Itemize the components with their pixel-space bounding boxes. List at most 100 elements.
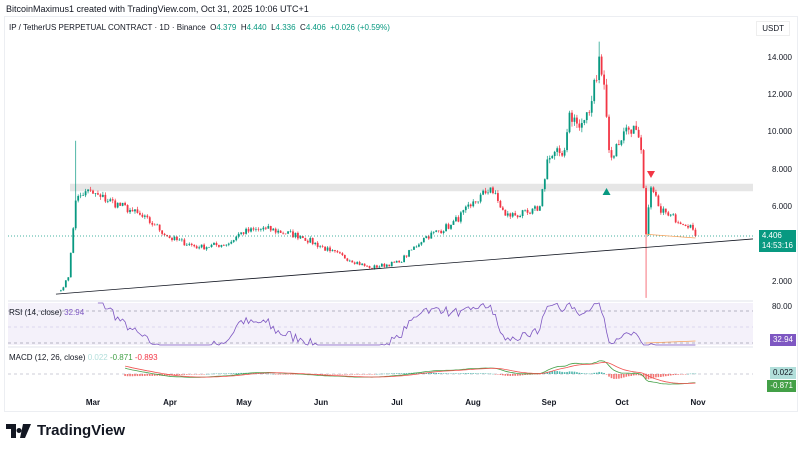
candle-body xyxy=(203,244,206,250)
chart-frame xyxy=(4,16,798,412)
tradingview-logo: TradingView xyxy=(6,422,125,439)
rsi-value-tag: 32.94 xyxy=(769,334,796,346)
candle-body xyxy=(605,84,608,117)
candle-body xyxy=(343,255,346,259)
candle-body xyxy=(506,213,509,216)
macd-histogram-bar xyxy=(227,373,230,374)
macd-histogram-bar xyxy=(381,373,383,375)
candle-body xyxy=(129,209,131,213)
macd-histogram-bar xyxy=(571,371,573,374)
macd-histogram-bar xyxy=(679,374,682,375)
macd-histogram-bar xyxy=(687,373,689,375)
rsi-tick: 80.00 xyxy=(771,302,792,311)
candle-body xyxy=(334,250,336,252)
candle-body xyxy=(642,150,645,188)
macd-histogram-bar xyxy=(440,373,442,374)
candle-body xyxy=(111,199,114,201)
macd-histogram-bar xyxy=(672,374,675,376)
candle-body xyxy=(492,187,494,194)
macd-value: -0.871 xyxy=(109,353,133,362)
macd-histogram-bar xyxy=(539,374,541,375)
macd-histogram-bar xyxy=(497,374,499,375)
candle-body xyxy=(603,74,605,85)
month-label: May xyxy=(236,398,252,407)
macd-histogram-bar xyxy=(269,373,272,375)
macd-histogram-bar xyxy=(292,374,294,375)
candle-body xyxy=(659,206,662,213)
candle-body xyxy=(445,224,447,232)
macd-histogram-bar xyxy=(336,374,339,375)
candle-body xyxy=(153,224,156,226)
candle-body xyxy=(255,229,257,230)
buy-signal-triangle xyxy=(602,188,611,195)
candle-body xyxy=(104,194,107,202)
candle-body xyxy=(383,263,386,267)
candle-body xyxy=(77,196,80,201)
macd-histogram-bar xyxy=(289,374,292,375)
currency-unit-button[interactable]: USDT xyxy=(756,21,790,36)
candle-body xyxy=(430,232,433,239)
candle-body xyxy=(131,209,134,212)
macd-histogram-bar xyxy=(126,374,129,377)
candle-body xyxy=(232,240,235,242)
macd-histogram-bar xyxy=(613,374,615,379)
candle-body xyxy=(64,280,67,288)
candle-body xyxy=(161,230,164,234)
candle-body xyxy=(541,189,544,207)
candle-body xyxy=(190,243,193,245)
candle-body xyxy=(279,230,282,233)
macd-histogram-bar xyxy=(524,374,526,375)
candle-body xyxy=(608,116,610,151)
candle-body xyxy=(242,232,245,234)
macd-histogram-bar xyxy=(208,373,210,375)
macd-histogram-bar xyxy=(190,374,193,375)
macd-histogram-bar xyxy=(568,371,571,374)
macd-histogram-bar xyxy=(677,374,679,375)
candle-body xyxy=(393,261,396,263)
candle-body xyxy=(235,236,238,241)
candle-body xyxy=(395,260,398,263)
macd-histogram-bar xyxy=(188,374,191,375)
candle-body xyxy=(440,230,443,233)
macd-histogram-bar xyxy=(223,373,225,375)
candle-body xyxy=(415,246,418,248)
macd-histogram-bar xyxy=(213,373,215,375)
candle-body xyxy=(526,209,529,213)
candle-body xyxy=(400,262,403,263)
candle-body xyxy=(588,112,591,113)
macd-histogram-bar xyxy=(403,373,405,374)
signal-value: -0.893 xyxy=(134,353,158,362)
macd-histogram-bar xyxy=(578,372,581,374)
candle-body xyxy=(116,202,119,208)
candle-body xyxy=(558,148,561,154)
candle-body xyxy=(353,262,356,264)
candle-body xyxy=(72,228,75,253)
candle-body xyxy=(442,231,445,233)
macd-histogram-bar xyxy=(452,373,455,374)
chart-canvas[interactable] xyxy=(0,0,800,420)
month-label: Aug xyxy=(465,398,481,407)
signal-line xyxy=(125,361,696,384)
macd-histogram-bar xyxy=(455,373,457,374)
candle-body xyxy=(245,228,247,234)
candle-body xyxy=(339,252,341,254)
candle-body xyxy=(536,206,539,211)
candle-body xyxy=(640,137,643,151)
macd-histogram-bar xyxy=(595,372,598,374)
macd-histogram-bar xyxy=(284,374,287,375)
candle-body xyxy=(361,263,364,265)
candle-body xyxy=(610,150,613,158)
macd-histogram-bar xyxy=(166,374,168,376)
candle-body xyxy=(148,217,151,223)
macd-histogram-bar xyxy=(618,374,620,379)
candle-body xyxy=(418,244,420,247)
candle-body xyxy=(272,228,275,231)
candle-body xyxy=(171,237,173,241)
macd-histogram-bar xyxy=(395,373,398,374)
candle-body xyxy=(227,243,230,245)
month-label: Apr xyxy=(163,398,177,407)
macd-histogram-bar xyxy=(665,374,667,377)
month-label: Oct xyxy=(615,398,629,407)
macd-histogram-bar xyxy=(437,373,440,374)
macd-histogram-bar xyxy=(432,372,435,374)
